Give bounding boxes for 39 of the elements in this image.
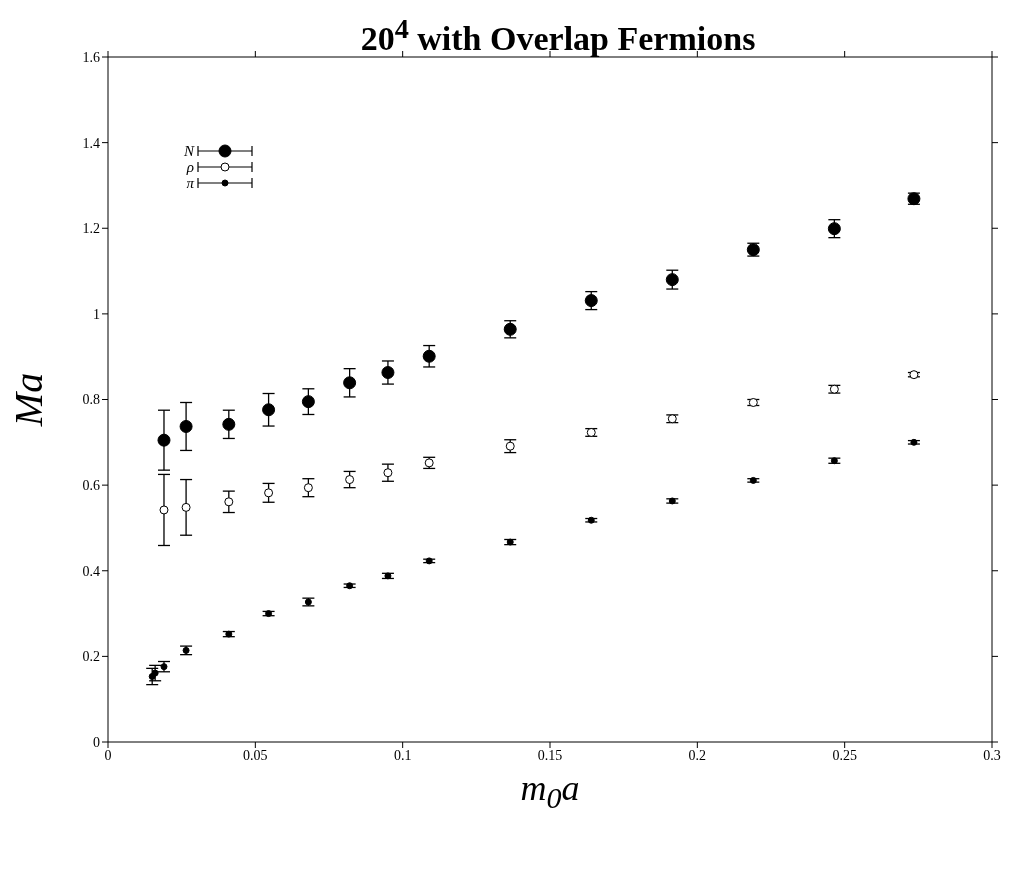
x-tick-label: 0.1 <box>393 747 412 763</box>
x-tick-label: 0.2 <box>688 747 707 763</box>
point <box>264 488 274 498</box>
y-tick-label: 1 <box>93 306 100 322</box>
y-tick-label: 0.8 <box>82 392 100 408</box>
point <box>383 468 393 478</box>
point <box>222 417 236 431</box>
point <box>381 366 395 380</box>
point <box>151 669 159 677</box>
x-tick-label: 0.25 <box>832 747 857 763</box>
y-tick-label: 0.6 <box>82 478 100 494</box>
point <box>157 433 171 447</box>
point <box>584 294 598 308</box>
point <box>345 475 355 485</box>
y-axis-title: Ma <box>6 372 52 428</box>
point <box>179 419 193 433</box>
point <box>224 497 234 507</box>
point <box>262 403 276 417</box>
point <box>181 502 191 512</box>
x-tick-label: 0.15 <box>537 747 563 763</box>
y-tick-label: 0.4 <box>82 563 100 579</box>
x-tick-label: 0.3 <box>983 747 1001 763</box>
point <box>422 349 436 363</box>
point <box>301 395 315 409</box>
point <box>159 505 169 515</box>
y-tick-label: 1.6 <box>82 49 100 65</box>
legend-label: ρ <box>185 158 194 176</box>
y-tick-label: 0.2 <box>82 649 100 665</box>
point <box>665 273 679 287</box>
legend-label: π <box>185 174 194 192</box>
point <box>343 376 357 390</box>
y-tick-label: 1.2 <box>82 221 100 237</box>
x-tick-label: 0.05 <box>243 747 268 763</box>
legend-label: N <box>183 142 194 160</box>
point <box>303 483 313 493</box>
y-tick-label: 1.4 <box>82 135 100 151</box>
y-tick-label: 0 <box>93 734 100 750</box>
x-axis-title: m$_{0}$a <box>519 768 581 812</box>
x-tick-label: 0 <box>104 747 112 763</box>
